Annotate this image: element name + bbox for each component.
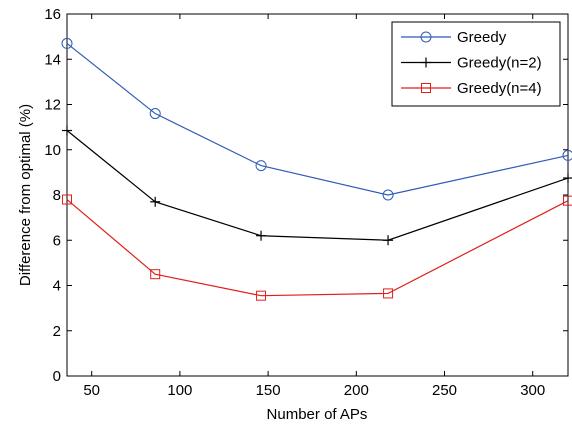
legend-marker [420,31,432,43]
legend-label: Greedy(n=4) [457,80,542,97]
y-tick-label: 12 [44,97,61,114]
legend-label: Greedy(n=2) [457,55,542,72]
y-tick-label: 8 [53,187,61,204]
y-tick-label: 16 [44,6,61,23]
legend-marker [421,57,431,68]
x-tick-label: 100 [167,382,192,399]
series-layer [61,37,572,301]
data-point [563,173,572,184]
series-greedy-n-2 [62,125,572,246]
y-axis: 0 2 4 6 8 10 12 14 16 [44,6,568,385]
data-point [382,189,394,201]
legend-label: Greedy [457,29,507,46]
y-tick-label: 10 [44,142,61,159]
series-line [66,199,569,297]
legend-box [391,21,561,107]
x-tick-label: 50 [83,382,100,399]
data-point [61,37,73,49]
data-point [150,269,161,280]
y-tick-label: 2 [53,323,61,340]
x-tick-label: 200 [344,382,369,399]
y-tick-label: 4 [53,278,61,295]
x-axis-label: Number of APs [267,406,368,423]
data-point [149,108,161,120]
y-axis-label: Difference from optimal (%) [17,104,34,286]
data-point [62,194,72,205]
data-point [255,160,267,172]
x-tick-label: 250 [432,382,457,399]
series-line [66,42,569,196]
legend: Greedy Greedy(n=2) Greedy(n=4) [391,21,561,107]
x-tick-label: 300 [520,382,545,399]
data-point [62,125,72,136]
series-greedy [61,37,572,201]
data-point [150,196,161,207]
y-tick-label: 0 [53,368,61,385]
x-axis: 50 100 150 200 250 300 [83,14,545,399]
data-point [256,230,267,241]
data-point [563,195,572,206]
data-point [383,235,394,246]
y-tick-label: 14 [44,51,61,68]
legend-marker [421,83,431,93]
data-point [383,288,394,299]
y-tick-label: 6 [53,232,61,249]
series-greedy-n-4 [62,194,572,301]
data-point [562,149,572,161]
data-point [256,290,267,301]
x-tick-label: 150 [256,382,281,399]
